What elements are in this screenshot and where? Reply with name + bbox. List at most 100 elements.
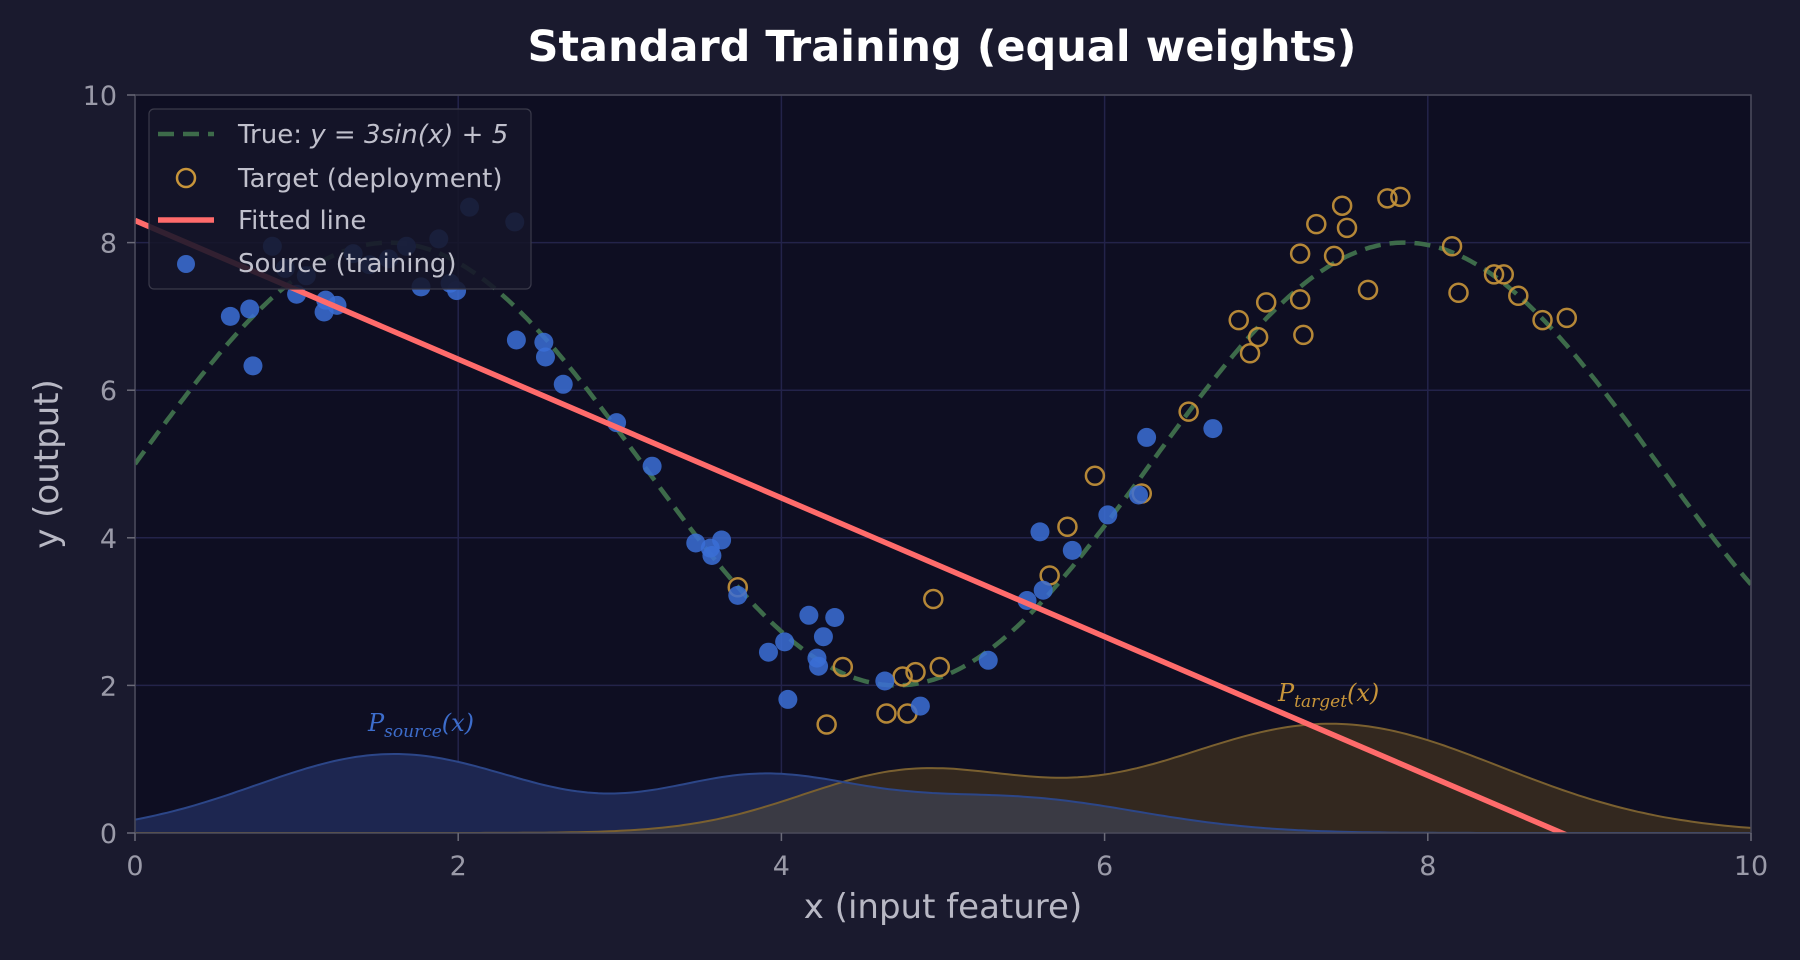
source-point: [243, 356, 263, 376]
y-tick-label: 10: [83, 81, 117, 112]
source-point: [1030, 522, 1050, 542]
target-point: [1483, 264, 1505, 285]
legend-target-swatch: [175, 167, 197, 189]
source-point: [240, 299, 260, 319]
source-point: [775, 632, 795, 652]
target-density-line: [135, 722, 1751, 833]
legend: True: y = 3sin(x) + 5 Target (deployment…: [148, 108, 532, 290]
y-tick-label: 8: [100, 229, 117, 260]
plot-frame: [134, 94, 1752, 834]
target-point: [1377, 188, 1398, 209]
x-tick-label: 4: [773, 851, 790, 882]
target-density-label: Ptarget(x): [1277, 679, 1379, 712]
source-point: [809, 656, 829, 676]
source-density-label-sub: source: [384, 722, 442, 742]
target-point: [1331, 195, 1353, 216]
target-point: [1289, 289, 1311, 310]
source-point: [728, 585, 748, 605]
legend-true-label: True: y = 3sin(x) + 5: [237, 120, 508, 150]
source-point: [642, 456, 662, 476]
x-tick-label: 0: [126, 851, 143, 882]
x-tick-label: 2: [450, 851, 467, 882]
source-point: [978, 650, 998, 670]
target-point: [832, 656, 854, 678]
target-point: [1532, 309, 1553, 331]
target-point: [892, 666, 913, 687]
source-point: [535, 347, 555, 367]
target-point: [1084, 465, 1106, 487]
target-point: [1255, 292, 1277, 313]
target-point: [1448, 282, 1469, 304]
source-point: [686, 533, 706, 553]
source-point: [778, 689, 798, 709]
target-point: [816, 714, 837, 735]
x-axis: 0 2 4 6 8 10: [126, 833, 1768, 882]
source-point: [506, 330, 526, 350]
source-point: [1203, 419, 1223, 439]
legend-fitted-label: Fitted line: [238, 206, 366, 236]
y-axis-label: y (output): [27, 379, 67, 549]
source-point: [702, 546, 722, 566]
source-density-label-arg: (x): [442, 709, 474, 737]
source-point: [1033, 580, 1053, 600]
source-point: [534, 332, 554, 352]
source-point: [1137, 427, 1157, 447]
target-point: [1289, 243, 1311, 264]
target-point: [929, 656, 951, 678]
source-point: [553, 374, 573, 394]
target-density-label-sub: target: [1294, 692, 1347, 712]
target-point: [1493, 264, 1515, 285]
x-axis-label: x (input feature): [804, 887, 1082, 927]
legend-box: [148, 108, 532, 290]
target-point: [1556, 307, 1578, 329]
source-point: [758, 642, 778, 662]
fitted-layer: [135, 217, 1569, 833]
x-tick-label: 6: [1096, 851, 1113, 882]
target-density-area: [135, 723, 1751, 833]
target-point: [876, 703, 897, 724]
source-density-label-main: P: [367, 709, 385, 737]
source-point: [1098, 505, 1118, 525]
legend-source-swatch: [177, 255, 195, 273]
y-tick-label: 0: [100, 819, 117, 850]
target-point: [1228, 309, 1249, 331]
overlap-density-area: [135, 782, 1751, 833]
target-point: [1247, 326, 1269, 348]
legend-target-label: Target (deployment): [237, 164, 503, 194]
density-curves: [135, 722, 1751, 833]
source-point: [220, 306, 240, 326]
target-point: [1357, 279, 1379, 301]
y-tick-label: 6: [100, 376, 117, 407]
legend-source-label: Source (training): [238, 249, 457, 279]
target-point: [1057, 516, 1078, 537]
target-point: [923, 588, 944, 610]
legend-true-prefix: True:: [237, 120, 310, 150]
target-point: [1239, 343, 1261, 364]
x-tick-label: 8: [1419, 851, 1436, 882]
target-density-label-main: P: [1277, 679, 1295, 707]
source-point: [1129, 485, 1149, 505]
source-density-line: [135, 753, 1751, 833]
x-tick-label: 10: [1734, 851, 1768, 882]
source-density-label: Psource(x): [367, 709, 474, 742]
source-point: [875, 671, 895, 691]
source-point: [1062, 540, 1082, 560]
target-density-label-arg: (x): [1347, 679, 1379, 707]
y-tick-label: 2: [100, 671, 117, 702]
target-point: [1441, 236, 1463, 257]
target-point: [1293, 324, 1314, 346]
target-point: [905, 661, 926, 683]
target-point: [1508, 285, 1529, 306]
source-point: [799, 605, 819, 625]
source-point: [712, 530, 732, 550]
target-point: [1336, 217, 1358, 239]
y-tick-label: 4: [100, 524, 117, 555]
y-axis: 0 2 4 6 8 10: [83, 81, 135, 850]
source-point: [910, 696, 930, 716]
source-point: [825, 608, 845, 628]
target-point: [1390, 186, 1411, 208]
fitted-line: [135, 217, 1569, 833]
legend-true-formula: y = 3sin(x) + 5: [309, 120, 508, 150]
target-point: [1178, 401, 1199, 422]
